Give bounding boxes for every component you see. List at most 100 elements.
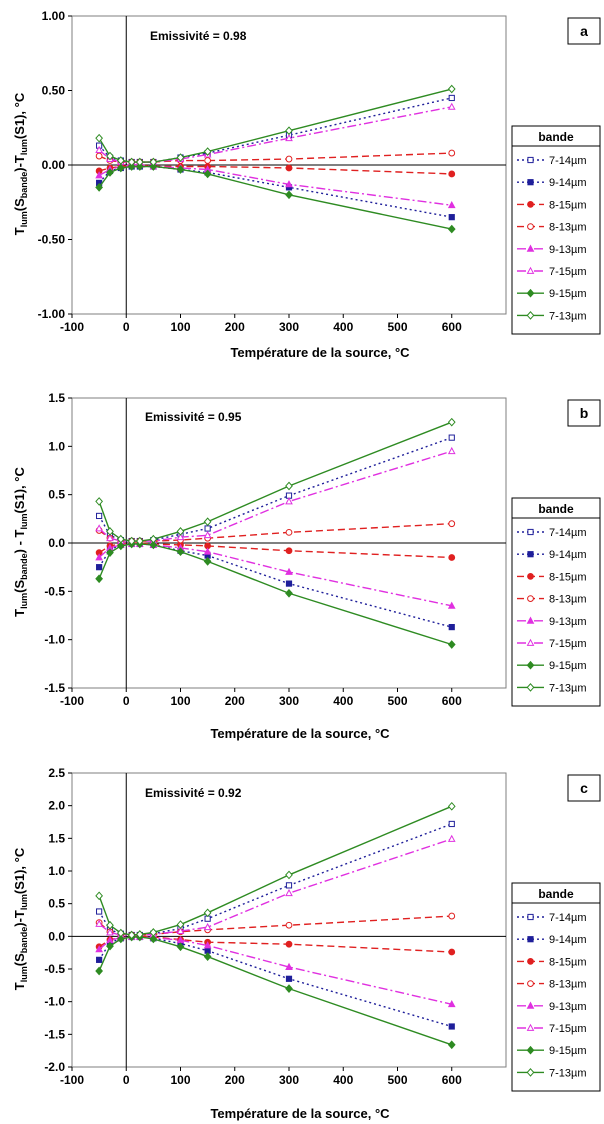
data-point: [285, 940, 293, 948]
data-point: [203, 941, 212, 949]
x-tick-label: 300: [279, 320, 299, 334]
y-tick-label: -1.5: [44, 1027, 65, 1041]
series-line: [98, 421, 453, 542]
data-point: [447, 1000, 456, 1008]
data-point: [204, 525, 211, 532]
legend-item: 7-13µm: [517, 682, 587, 694]
legend-item: 7-15µm: [517, 266, 587, 278]
legend-marker: [526, 244, 535, 252]
panel-label: a: [580, 23, 588, 39]
x-tick-label: 100: [170, 1073, 190, 1087]
data-point: [106, 941, 114, 951]
data-point: [285, 567, 293, 575]
data-point: [95, 182, 103, 192]
x-tick-label: 500: [387, 320, 407, 334]
data-point: [285, 547, 293, 555]
legend-marker: [527, 551, 534, 558]
data-point: [149, 540, 158, 550]
legend-marker: [526, 683, 535, 692]
data-point: [448, 948, 456, 956]
data-point: [127, 536, 136, 546]
legend-item: 8-15µm: [517, 956, 587, 968]
series-line: [98, 838, 452, 936]
legend-item: 9-14µm: [517, 934, 587, 946]
legend-label: 7-13µm: [549, 1067, 587, 1079]
y-tick-label: 0.5: [48, 488, 65, 502]
legend-label: 8-15µm: [549, 199, 587, 211]
data-point: [447, 834, 456, 842]
legend-marker: [527, 573, 534, 580]
legend-marker: [526, 311, 535, 320]
legend-box: [511, 125, 601, 335]
x-tick-label: 200: [225, 694, 245, 708]
data-point: [96, 956, 103, 963]
x-axis-label: Température de la source, °C: [230, 345, 410, 360]
x-tick-label: 500: [387, 694, 407, 708]
x-tick-label: 200: [225, 320, 245, 334]
data-point: [95, 945, 103, 953]
legend-label: 7-13µm: [549, 682, 587, 694]
panel-label: c: [580, 780, 588, 796]
x-axis-label: Température de la source, °C: [210, 1106, 390, 1121]
data-point: [203, 517, 212, 527]
data-point: [285, 888, 293, 897]
data-point: [285, 962, 293, 970]
y-tick-label: 0.5: [48, 897, 65, 911]
legend-marker: [526, 1023, 535, 1031]
series-line: [98, 436, 452, 542]
data-point: [285, 921, 293, 929]
y-tick-label: -0.5: [44, 584, 65, 598]
legend-item: 7-15µm: [517, 638, 587, 650]
legend-label: 7-15µm: [549, 266, 587, 278]
data-point: [95, 553, 103, 561]
y-label-subscript: lum: [19, 966, 29, 982]
legend-title: bande: [538, 887, 574, 901]
x-tick-label: 400: [333, 1073, 353, 1087]
data-point: [95, 524, 103, 532]
legend-title: bande: [538, 502, 574, 516]
y-tick-label: -1.0: [44, 995, 65, 1009]
legend-marker: [527, 201, 534, 208]
legend: bande 7-14µm 9-14µm 8-15µm 8-13µm 9-13µm 7-15µ…: [511, 125, 601, 335]
data-point: [127, 930, 136, 940]
panel-label-box: [567, 399, 601, 427]
legend-marker: [526, 266, 535, 274]
series-line: [98, 823, 452, 936]
legend-label: 8-15µm: [549, 956, 587, 968]
series-line: [98, 164, 452, 175]
y-label-text: ) - T: [12, 529, 27, 553]
y-label-text: (S1), °C: [12, 467, 27, 514]
data-point: [448, 554, 456, 561]
x-tick-label: 400: [333, 694, 353, 708]
legend-box: [511, 882, 601, 1092]
data-point: [448, 94, 455, 102]
legend-marker: [527, 223, 534, 231]
legend-marker: [527, 958, 534, 965]
y-axis-label: Tlum(Sbande) - Tlum(S1), °C: [12, 467, 29, 617]
y-tick-label: 1.5: [48, 831, 65, 845]
data-point: [176, 527, 185, 536]
x-tick-label: -100: [60, 320, 84, 334]
x-tick-label: 100: [170, 694, 190, 708]
legend-item: 9-13µm: [517, 616, 587, 628]
y-label-subscript: lum: [19, 593, 29, 609]
data-point: [176, 532, 185, 541]
legend-marker: [526, 288, 535, 298]
data-point: [285, 984, 293, 993]
legend-item: 8-13µm: [517, 222, 587, 234]
panel-label-box: [567, 17, 601, 45]
legend-label: 8-13µm: [549, 222, 587, 234]
y-tick-label: 0.0: [48, 536, 65, 550]
legend-label: 9-13µm: [549, 616, 587, 628]
chart-panel-c: -100 0 100 200 300 400 500 600 2.5 2.0 1.5 1.0 0.5 0.…: [12, 766, 601, 1121]
data-point: [447, 640, 456, 649]
data-point: [135, 157, 144, 167]
data-point: [203, 147, 212, 156]
data-point: [106, 527, 114, 536]
y-tick-label: -1.0: [44, 633, 65, 647]
legend-label: 7-13µm: [549, 310, 587, 322]
legend-marker: [526, 638, 535, 646]
legend-item: 9-14µm: [517, 549, 587, 561]
x-tick-label: -100: [60, 1073, 84, 1087]
data-point: [95, 919, 103, 927]
